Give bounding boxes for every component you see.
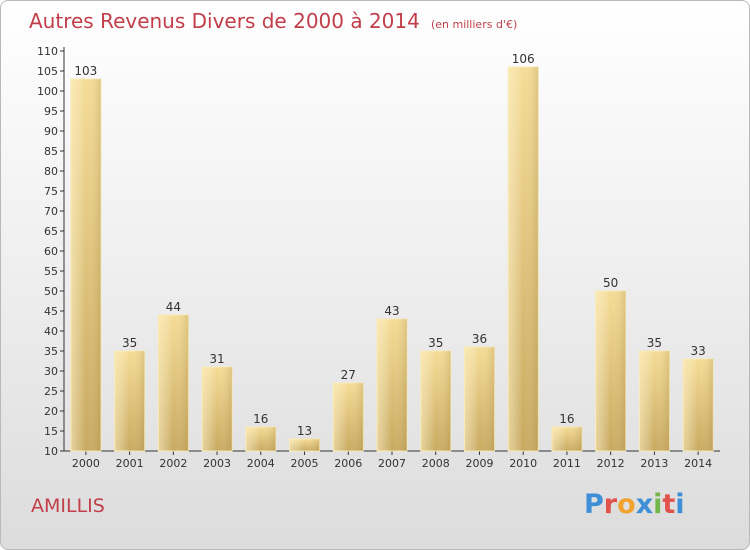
y-tick-label: 80	[44, 165, 58, 178]
data-label: 103	[74, 64, 97, 78]
x-tick-label: 2008	[422, 457, 450, 470]
data-label: 106	[512, 52, 535, 66]
y-tick-label: 50	[44, 285, 58, 298]
x-tick-label: 2012	[597, 457, 625, 470]
bar-shading	[158, 315, 189, 451]
bar-shading	[333, 383, 364, 451]
x-tick-label: 2013	[640, 457, 668, 470]
y-tick-label: 35	[44, 345, 58, 358]
x-tick-label: 2007	[378, 457, 406, 470]
y-tick-label: 95	[44, 105, 58, 118]
proxiti-logo[interactable]: Proxiti	[584, 489, 685, 520]
bar-shading	[70, 79, 101, 451]
bar-shading	[377, 319, 407, 451]
logo-letter: i	[653, 489, 663, 520]
x-tick-label: 2010	[509, 457, 537, 470]
bar-shading	[639, 351, 670, 451]
y-tick-label: 40	[44, 325, 58, 338]
y-tick-label: 45	[44, 305, 58, 318]
y-tick-label: 65	[44, 225, 58, 238]
y-tick-label: 90	[44, 125, 58, 138]
y-tick-label: 55	[44, 265, 58, 278]
y-tick-label: 25	[44, 385, 58, 398]
y-tick-label: 70	[44, 205, 58, 218]
x-tick-label: 2000	[72, 457, 100, 470]
y-tick-label: 30	[44, 365, 58, 378]
x-tick-label: 2006	[334, 457, 362, 470]
y-tick-label: 15	[44, 425, 58, 438]
chart-subtitle: (en milliers d'€)	[430, 18, 518, 31]
x-tick-label: 2004	[247, 457, 275, 470]
value-labels: 103 35 44 31 16 13 27 43 35 36 106 16 50 35 33	[74, 52, 705, 438]
title-row: Autres Revenus Divers de 2000 à 2014 (en…	[29, 9, 517, 33]
bar-shading	[245, 427, 276, 451]
logo-letter: t	[662, 489, 676, 520]
x-tick-label: 2005	[291, 457, 319, 470]
data-label: 35	[122, 336, 137, 350]
bar-shading	[289, 439, 320, 451]
logo-letter: r	[603, 489, 618, 520]
logo-letter: o	[617, 489, 636, 520]
data-label: 16	[253, 412, 268, 426]
data-label: 13	[297, 424, 312, 438]
chart-title: Autres Revenus Divers de 2000 à 2014	[29, 9, 420, 33]
bar-shading	[595, 291, 626, 451]
bar-shading	[202, 367, 233, 451]
bar-shading	[683, 359, 714, 451]
data-label: 33	[690, 344, 705, 358]
data-label: 31	[209, 352, 224, 366]
x-tick-label: 2001	[116, 457, 144, 470]
y-tick-label: 10	[44, 445, 58, 458]
y-tick-label: 60	[44, 245, 58, 258]
data-label: 43	[384, 304, 399, 318]
data-label: 36	[472, 332, 487, 346]
data-label: 27	[341, 368, 356, 382]
logo-letter: i	[675, 489, 685, 520]
bar-shading	[420, 351, 451, 451]
bar-shading	[464, 347, 495, 451]
y-tick-label: 75	[44, 185, 58, 198]
logo-letter: x	[635, 489, 654, 520]
bar-shading	[551, 427, 582, 451]
y-tick-label: 85	[44, 145, 58, 158]
y-tick-label: 105	[37, 65, 58, 78]
bars	[70, 66, 714, 452]
data-label: 50	[603, 276, 618, 290]
x-tick-label: 2014	[684, 457, 712, 470]
y-tick-label: 110	[37, 45, 58, 58]
y-tick-label: 100	[37, 85, 58, 98]
data-label: 35	[428, 336, 443, 350]
y-tick-label: 20	[44, 405, 58, 418]
x-tick-label: 2011	[553, 457, 581, 470]
commune-name: AMILLIS	[31, 495, 105, 517]
bar-shading	[508, 67, 539, 451]
data-label: 16	[559, 412, 574, 426]
x-tick-label: 2009	[465, 457, 493, 470]
data-label: 44	[166, 300, 181, 314]
x-tick-label: 2003	[203, 457, 231, 470]
x-tick-label: 2002	[159, 457, 187, 470]
data-label: 35	[647, 336, 662, 350]
axes: 10 15 20 25 30 35 40 45 50 55 60 65 70 75 80 85 90 95 100 1…	[37, 45, 720, 470]
logo-letter: P	[584, 489, 604, 520]
bar-shading	[114, 351, 145, 451]
